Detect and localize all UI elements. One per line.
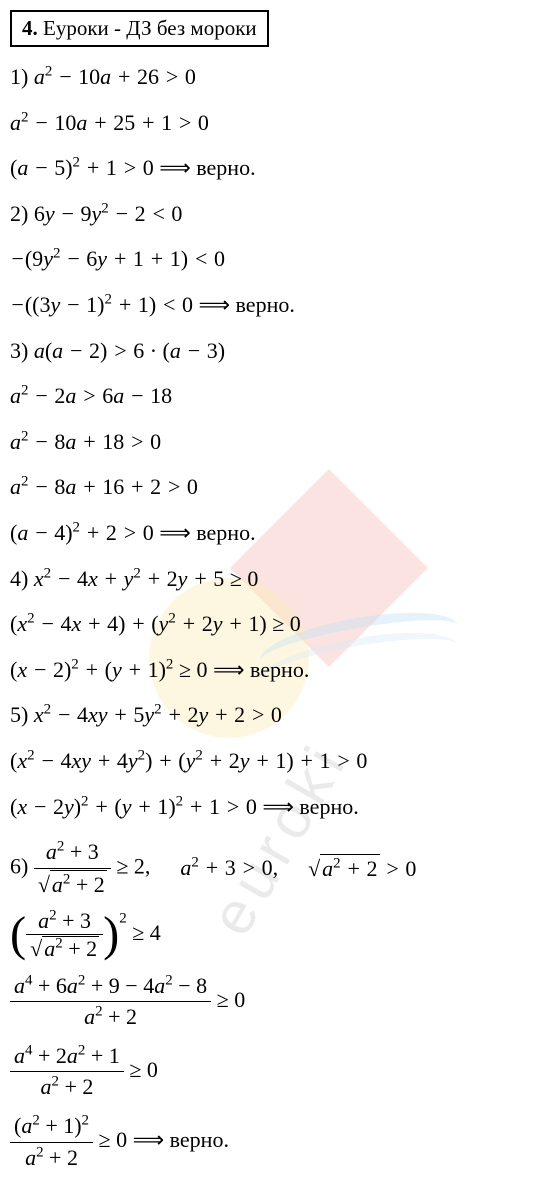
math-line-9: a2 − 8a + 18 > 0 [10,428,548,457]
problem-number: 4. [22,16,38,40]
math-line-10: a2 − 8a + 16 + 2 > 0 [10,473,548,502]
header-title: Еуроки - ДЗ без мороки [43,16,257,40]
math-line-11: (a − 4)2 + 2 > 0 ⟹ верно. [10,519,548,548]
math-line-12: 4) x2 − 4x + y2 + 2y + 5 ≥ 0 [10,565,548,594]
math-line-15: 5) x2 − 4xy + 5y2 + 2y + 2 > 0 [10,701,548,730]
math-line-22: (a2 + 1)2 a2 + 2 ≥ 0 ⟹ верно. [10,1112,548,1172]
math-line-13: (x2 − 4x + 4) + (y2 + 2y + 1) ≥ 0 [10,610,548,639]
math-line-20: a4 + 6a2 + 9 − 4a2 − 8 a2 + 2 ≥ 0 [10,972,548,1032]
math-line-21: a4 + 2a2 + 1 a2 + 2 ≥ 0 [10,1042,548,1102]
math-line-6: −((3y − 1)2 + 1) < 0 ⟹ верно. [10,291,548,320]
math-line-19: ( a2 + 3 √a2 + 2 )2 ≥ 4 [10,909,548,961]
math-line-17: (x − 2y)2 + (y + 1)2 + 1 > 0 ⟹ верно. [10,793,548,822]
math-line-8: a2 − 2a > 6a − 18 [10,382,548,411]
math-line-5: −(9y2 − 6y + 1 + 1) < 0 [10,245,548,274]
math-line-14: (x − 2)2 + (y + 1)2 ≥ 0 ⟹ верно. [10,656,548,685]
math-line-2: a2 − 10a + 25 + 1 > 0 [10,109,548,138]
math-line-16: (x2 − 4xy + 4y2) + (y2 + 2y + 1) + 1 > 0 [10,747,548,776]
math-line-7: 3) a(a − 2) > 6 · (a − 3) [10,337,548,366]
math-line-1: 1) a2 − 10a + 26 > 0 [10,63,548,92]
math-line-3: (a − 5)2 + 1 > 0 ⟹ верно. [10,154,548,183]
header-box: 4. Еуроки - ДЗ без мороки [10,10,269,47]
math-line-4: 2) 6y − 9y2 − 2 < 0 [10,200,548,229]
math-line-18: 6) a2 + 3 √a2 + 2 ≥ 2, a2 + 3 > 0, √a2 +… [10,838,548,899]
math-solution-content: 4. Еуроки - ДЗ без мороки 1) a2 − 10a + … [10,10,548,1172]
